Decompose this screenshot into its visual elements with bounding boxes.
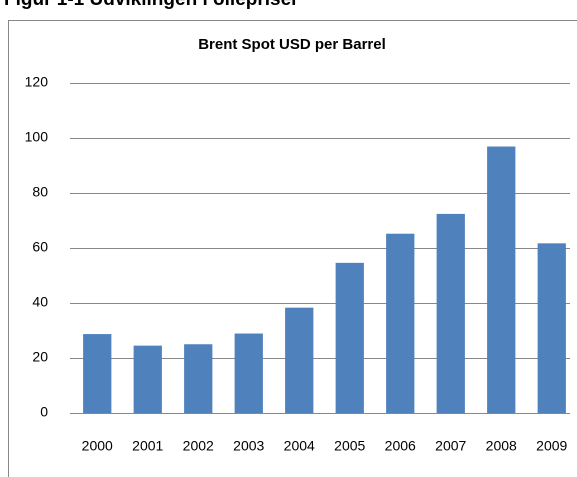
y-tick-label: 0 xyxy=(40,404,48,420)
bar xyxy=(285,307,314,413)
x-tick-label: 2002 xyxy=(183,438,214,454)
bar xyxy=(83,334,112,413)
x-tick-label: 2008 xyxy=(486,438,517,454)
bar xyxy=(133,345,162,413)
chart-title: Brent Spot USD per Barrel xyxy=(198,36,386,53)
page-heading: Figur 1-1 Udviklingen i oliepriser xyxy=(4,0,299,10)
y-tick-label: 100 xyxy=(25,129,49,145)
x-tick-label: 2007 xyxy=(435,438,466,454)
bar xyxy=(234,333,263,413)
x-tick-label: 2001 xyxy=(132,438,163,454)
bar xyxy=(386,233,415,413)
x-tick-label: 2000 xyxy=(82,438,113,454)
bar xyxy=(487,146,516,413)
x-tick-label: 2005 xyxy=(334,438,365,454)
y-tick-label: 20 xyxy=(32,349,48,365)
x-tick-label: 2003 xyxy=(233,438,264,454)
y-tick-label: 60 xyxy=(32,239,48,255)
x-tick-label: 2004 xyxy=(284,438,315,454)
bar xyxy=(335,262,364,413)
bar xyxy=(537,243,566,413)
y-tick-label: 40 xyxy=(32,294,48,310)
x-tick-label: 2006 xyxy=(385,438,416,454)
y-tick-label: 80 xyxy=(32,184,48,200)
x-tick-label: 2009 xyxy=(536,438,567,454)
bar xyxy=(436,213,465,413)
chart-frame xyxy=(8,20,577,477)
bar xyxy=(184,344,213,413)
y-tick-label: 120 xyxy=(25,74,49,90)
